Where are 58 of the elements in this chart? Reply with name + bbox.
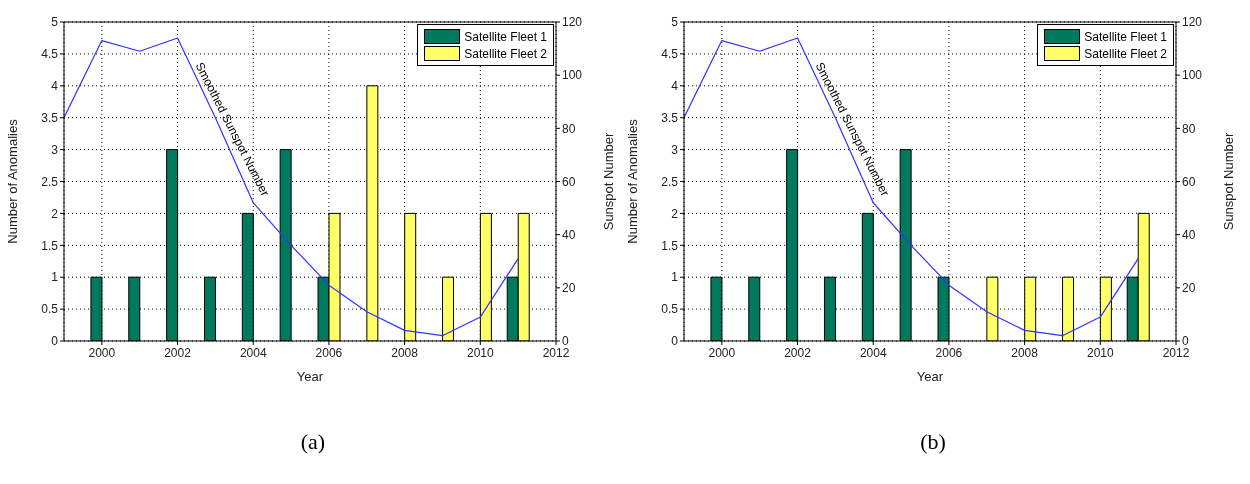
y-tick-label: 1.5 xyxy=(661,238,679,253)
x-axis-title: Year xyxy=(296,369,324,384)
x-tick-label: 2004 xyxy=(239,345,267,360)
y2-tick-label: 80 xyxy=(1182,121,1196,136)
y-tick-label: 3 xyxy=(671,142,679,157)
x-tick-label: 2010 xyxy=(466,345,494,360)
y-tick-label: 0 xyxy=(671,334,679,349)
y-tick-label: 4.5 xyxy=(41,47,59,62)
y-tick-label: 1.5 xyxy=(41,238,59,253)
y-tick-label: 4 xyxy=(51,79,59,94)
y2-tick-label: 40 xyxy=(1182,227,1196,242)
y-tick-label: 0.5 xyxy=(661,302,679,317)
y2-tick-label: 60 xyxy=(1182,174,1196,189)
y2-tick-label: 100 xyxy=(562,68,583,83)
x-tick-label: 2008 xyxy=(391,345,419,360)
x-tick-label: 2006 xyxy=(315,345,343,360)
y2-tick-label: 60 xyxy=(562,174,576,189)
y-tick-label: 3.5 xyxy=(41,110,59,125)
y-tick-label: 3.5 xyxy=(661,110,679,125)
y-tick-label: 4 xyxy=(671,79,679,94)
y-tick-label: 5 xyxy=(671,15,679,30)
x-tick-label: 2002 xyxy=(784,345,812,360)
y-tick-label: 2.5 xyxy=(661,174,679,189)
y-axis-title: Number of Anomalies xyxy=(624,118,640,244)
x-tick-label: 2008 xyxy=(1011,345,1039,360)
x-axis-title: Year xyxy=(916,369,944,384)
legend-label: Satellite Fleet 1 xyxy=(1084,29,1167,44)
y2-tick-label: 120 xyxy=(562,15,583,30)
x-tick-label: 2006 xyxy=(935,345,963,360)
y-tick-label: 3 xyxy=(51,142,59,157)
x-tick-label: 2010 xyxy=(1086,345,1114,360)
legend-label: Satellite Fleet 2 xyxy=(1084,46,1167,61)
y-tick-label: 5 xyxy=(51,15,59,30)
y-tick-label: 2.5 xyxy=(41,174,59,189)
text: (a) xyxy=(299,429,327,455)
y-tick-label: 1 xyxy=(51,270,59,285)
y2-tick-label: 80 xyxy=(562,121,576,136)
legend-label: Satellite Fleet 2 xyxy=(464,46,547,61)
text: (b) xyxy=(919,429,947,455)
y2-tick-label: 20 xyxy=(1182,281,1196,296)
y2-tick-label: 100 xyxy=(1182,68,1203,83)
y2-tick-label: 120 xyxy=(1182,15,1203,30)
y-tick-label: 0.5 xyxy=(41,302,59,317)
y2-axis-title: Sunspot Number xyxy=(1220,132,1236,231)
y-tick-label: 2 xyxy=(51,206,59,221)
y-tick-label: 4.5 xyxy=(661,47,679,62)
x-tick-label: 2004 xyxy=(859,345,887,360)
y-tick-label: 2 xyxy=(671,206,679,221)
y2-axis-title: Sunspot Number xyxy=(600,132,616,231)
x-tick-label: 2002 xyxy=(164,345,192,360)
x-tick-label: 2000 xyxy=(708,345,736,360)
x-tick-label: 2000 xyxy=(88,345,116,360)
y2-tick-label: 20 xyxy=(562,281,576,296)
y-axis-title: Number of Anomalies xyxy=(4,118,20,244)
y2-tick-label: 40 xyxy=(562,227,576,242)
y-tick-label: 1 xyxy=(671,270,679,285)
legend-label: Satellite Fleet 1 xyxy=(464,29,547,44)
y-tick-label: 0 xyxy=(51,334,59,349)
